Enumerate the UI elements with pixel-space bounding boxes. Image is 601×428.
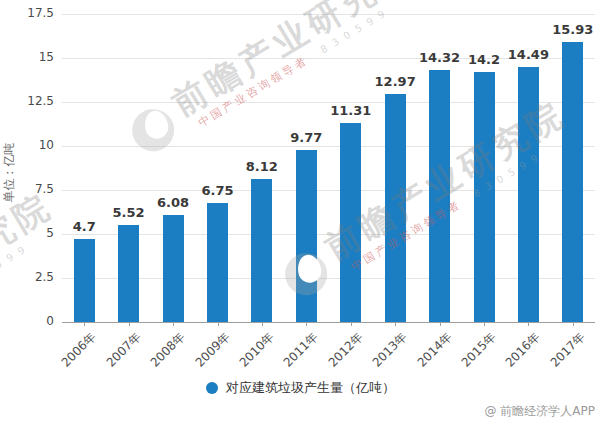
x-axis-line [62,322,595,323]
legend-label: 对应建筑垃圾产生量（亿吨） [226,379,395,397]
legend[interactable]: 对应建筑垃圾产生量（亿吨） [0,379,601,397]
y-tick-label: 5 [12,226,54,240]
bar[interactable] [118,225,139,322]
bar-value-label: 12.97 [365,74,425,89]
x-axis-tick [484,322,485,326]
gridline [62,234,595,235]
y-tick-label: 10 [12,138,54,152]
y-tick-label: 15 [12,50,54,64]
watermark-serial: 830599 [319,5,393,56]
watermark-subline: 中国产业咨询领导者830599 [339,127,581,280]
bar[interactable] [385,94,406,322]
bar[interactable] [163,215,184,322]
y-tick-label: 2.5 [12,270,54,284]
bar[interactable] [296,150,317,322]
bar[interactable] [207,203,228,322]
bar-value-label: 14.49 [498,47,558,62]
y-tick-label: 7.5 [12,182,54,196]
bar[interactable] [74,239,95,322]
bar-value-label: 15.93 [543,22,601,37]
source-credit: @ 前瞻经济学人APP [485,403,596,420]
legend-marker-icon [206,382,218,394]
bar-value-label: 11.31 [321,103,381,118]
bar-value-label: 8.12 [232,159,292,174]
bar-value-label: 4.7 [54,219,114,234]
watermark-serial: 830599 [0,241,33,292]
bar[interactable] [429,70,450,322]
x-axis-tick [173,322,174,326]
x-axis-tick [218,322,219,326]
x-axis-tick [84,322,85,326]
bar[interactable] [251,179,272,322]
y-tick-label: 12.5 [12,94,54,108]
bar-value-label: 9.77 [276,130,336,145]
x-axis-tick [129,322,130,326]
bar[interactable] [340,123,361,322]
bar-value-label: 6.75 [187,183,247,198]
bar-chart: 单位：亿吨 02.557.51012.51517.54.72006年5.5220… [0,0,601,428]
bar[interactable] [562,42,583,322]
x-axis-tick [351,322,352,326]
x-axis-tick [573,322,574,326]
watermark-slogan: 中国产业咨询领导者 [196,53,312,131]
qianzhan-logo-icon [124,101,182,159]
gridline [62,14,595,15]
x-axis-tick [306,322,307,326]
x-axis-tick [440,322,441,326]
x-axis-tick [262,322,263,326]
gridline [62,146,595,147]
y-tick-label: 0 [12,314,54,328]
y-axis-title: 单位：亿吨 [1,103,18,243]
bar[interactable] [474,72,495,322]
x-axis-tick [528,322,529,326]
gridline [62,278,595,279]
y-tick-label: 17.5 [12,6,54,20]
watermark-brand-text: 前瞻产业研究院 [166,0,419,123]
gridline [62,190,595,191]
bar[interactable] [518,67,539,322]
x-axis-tick [395,322,396,326]
